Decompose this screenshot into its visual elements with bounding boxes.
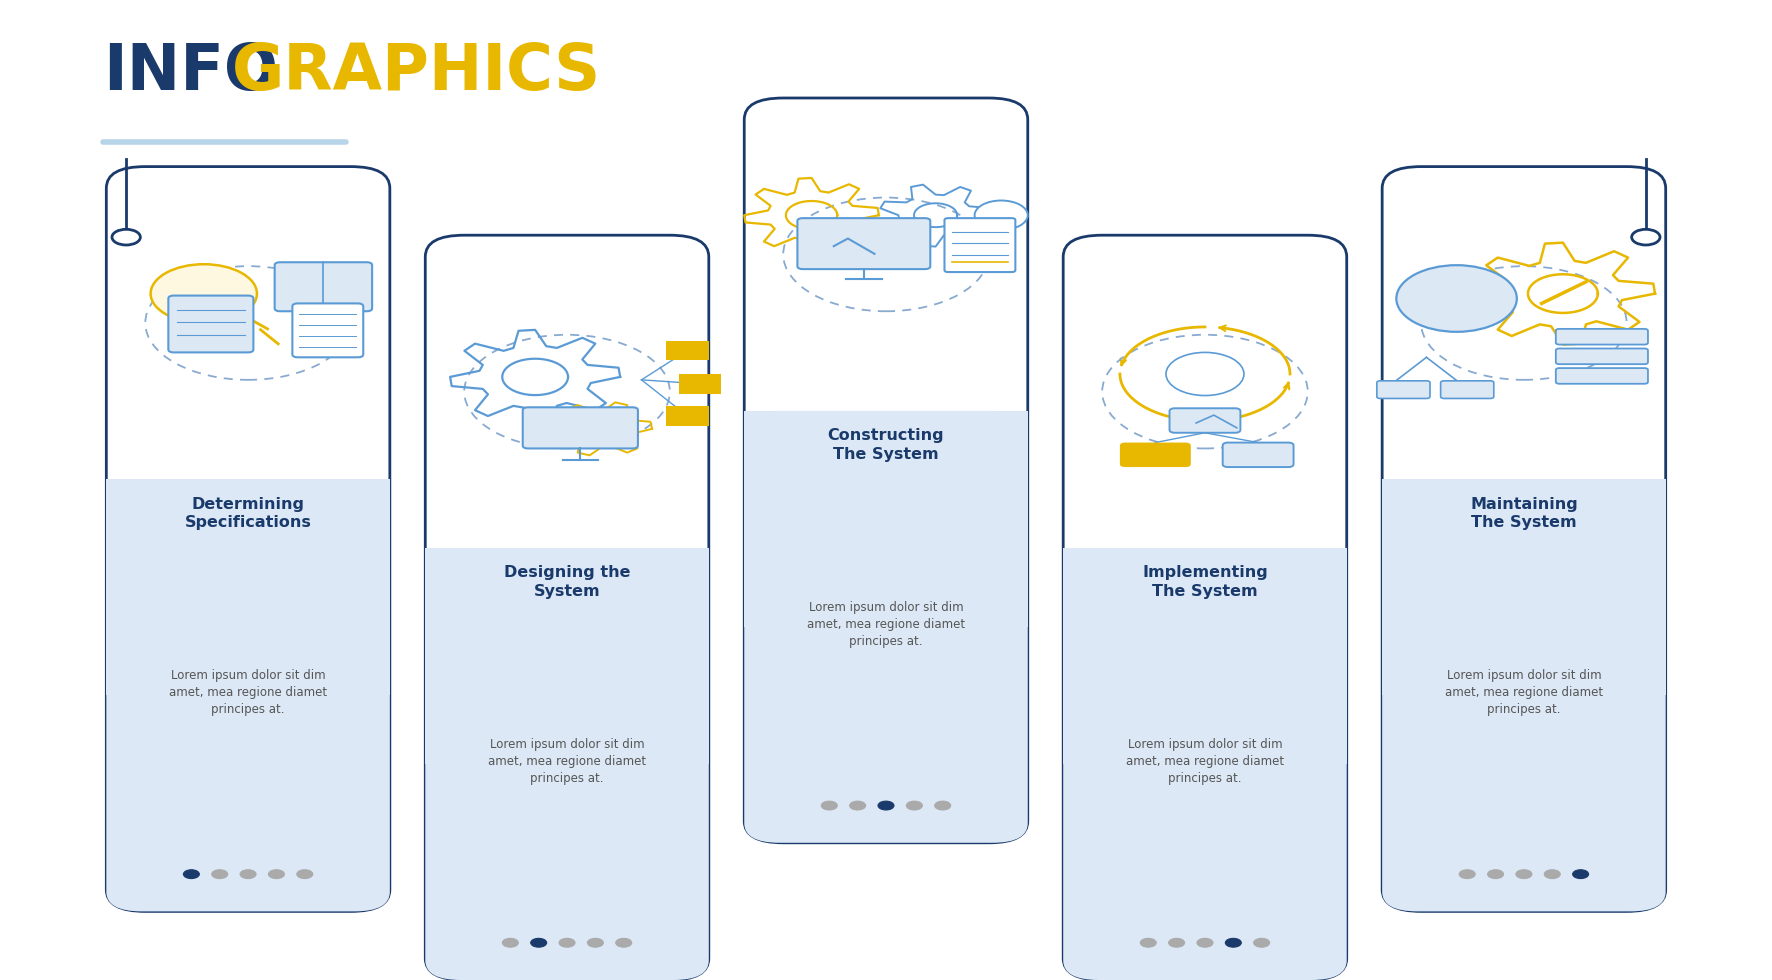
FancyBboxPatch shape <box>1382 167 1666 911</box>
Circle shape <box>560 939 576 947</box>
FancyBboxPatch shape <box>744 411 1028 843</box>
FancyBboxPatch shape <box>744 98 1028 843</box>
Circle shape <box>820 802 836 809</box>
FancyBboxPatch shape <box>797 219 930 270</box>
Text: Constructing
The System: Constructing The System <box>828 428 944 462</box>
Text: Maintaining
The System: Maintaining The System <box>1471 497 1577 530</box>
FancyBboxPatch shape <box>1382 479 1666 911</box>
Text: Lorem ipsum dolor sit dim
amet, mea regione diamet
principes at.: Lorem ipsum dolor sit dim amet, mea regi… <box>806 601 966 648</box>
FancyBboxPatch shape <box>1120 443 1191 467</box>
Text: Lorem ipsum dolor sit dim
amet, mea regione diamet
principes at.: Lorem ipsum dolor sit dim amet, mea regi… <box>1125 738 1285 785</box>
FancyBboxPatch shape <box>425 235 709 980</box>
Bar <box>666 407 709 426</box>
Circle shape <box>184 870 200 879</box>
Text: Lorem ipsum dolor sit dim
amet, mea regione diamet
principes at.: Lorem ipsum dolor sit dim amet, mea regi… <box>1444 669 1604 716</box>
Bar <box>425 548 709 764</box>
Text: Implementing
The System: Implementing The System <box>1143 565 1267 599</box>
FancyBboxPatch shape <box>106 167 390 911</box>
Circle shape <box>213 870 229 879</box>
Bar <box>106 479 390 696</box>
Circle shape <box>1458 870 1474 879</box>
Circle shape <box>587 939 602 947</box>
Circle shape <box>1196 939 1212 947</box>
Bar <box>1382 479 1666 696</box>
Text: GRAPHICS: GRAPHICS <box>232 41 601 103</box>
FancyBboxPatch shape <box>275 263 372 312</box>
Circle shape <box>1224 939 1240 947</box>
FancyBboxPatch shape <box>1556 349 1648 365</box>
FancyBboxPatch shape <box>1063 235 1347 980</box>
Circle shape <box>617 939 633 947</box>
Bar <box>744 411 1028 627</box>
Bar <box>1063 548 1347 764</box>
Circle shape <box>1396 266 1517 332</box>
FancyBboxPatch shape <box>1377 381 1430 399</box>
Text: INFO: INFO <box>103 41 278 103</box>
Text: Lorem ipsum dolor sit dim
amet, mea regione diamet
principes at.: Lorem ipsum dolor sit dim amet, mea regi… <box>168 669 328 716</box>
FancyBboxPatch shape <box>1063 548 1347 980</box>
FancyBboxPatch shape <box>1556 329 1648 345</box>
Bar <box>679 374 721 394</box>
Circle shape <box>975 201 1028 230</box>
Circle shape <box>503 939 517 947</box>
FancyBboxPatch shape <box>1441 381 1494 399</box>
Circle shape <box>936 802 950 809</box>
FancyBboxPatch shape <box>1170 409 1240 433</box>
Circle shape <box>849 802 865 809</box>
Circle shape <box>269 870 285 879</box>
FancyBboxPatch shape <box>1223 443 1294 467</box>
Circle shape <box>905 802 921 809</box>
Circle shape <box>877 802 893 809</box>
Circle shape <box>1139 939 1155 947</box>
Circle shape <box>1255 939 1269 947</box>
Circle shape <box>1632 229 1660 245</box>
FancyBboxPatch shape <box>168 296 253 353</box>
Circle shape <box>1543 870 1559 879</box>
Circle shape <box>1517 870 1531 879</box>
FancyBboxPatch shape <box>944 219 1015 272</box>
Circle shape <box>1166 353 1244 396</box>
Circle shape <box>1487 870 1503 879</box>
FancyBboxPatch shape <box>425 548 709 980</box>
Text: Designing the
System: Designing the System <box>503 565 631 599</box>
Text: Lorem ipsum dolor sit dim
amet, mea regione diamet
principes at.: Lorem ipsum dolor sit dim amet, mea regi… <box>487 738 647 785</box>
FancyBboxPatch shape <box>1556 368 1648 384</box>
Circle shape <box>151 265 257 323</box>
Bar <box>666 341 709 361</box>
Circle shape <box>532 939 548 947</box>
Circle shape <box>112 229 140 245</box>
Circle shape <box>1170 939 1184 947</box>
FancyBboxPatch shape <box>523 408 638 449</box>
Circle shape <box>241 870 257 879</box>
Text: Determining
Specifications: Determining Specifications <box>184 497 312 530</box>
Circle shape <box>298 870 314 879</box>
FancyBboxPatch shape <box>106 479 390 911</box>
FancyBboxPatch shape <box>292 304 363 358</box>
Circle shape <box>1572 870 1588 879</box>
